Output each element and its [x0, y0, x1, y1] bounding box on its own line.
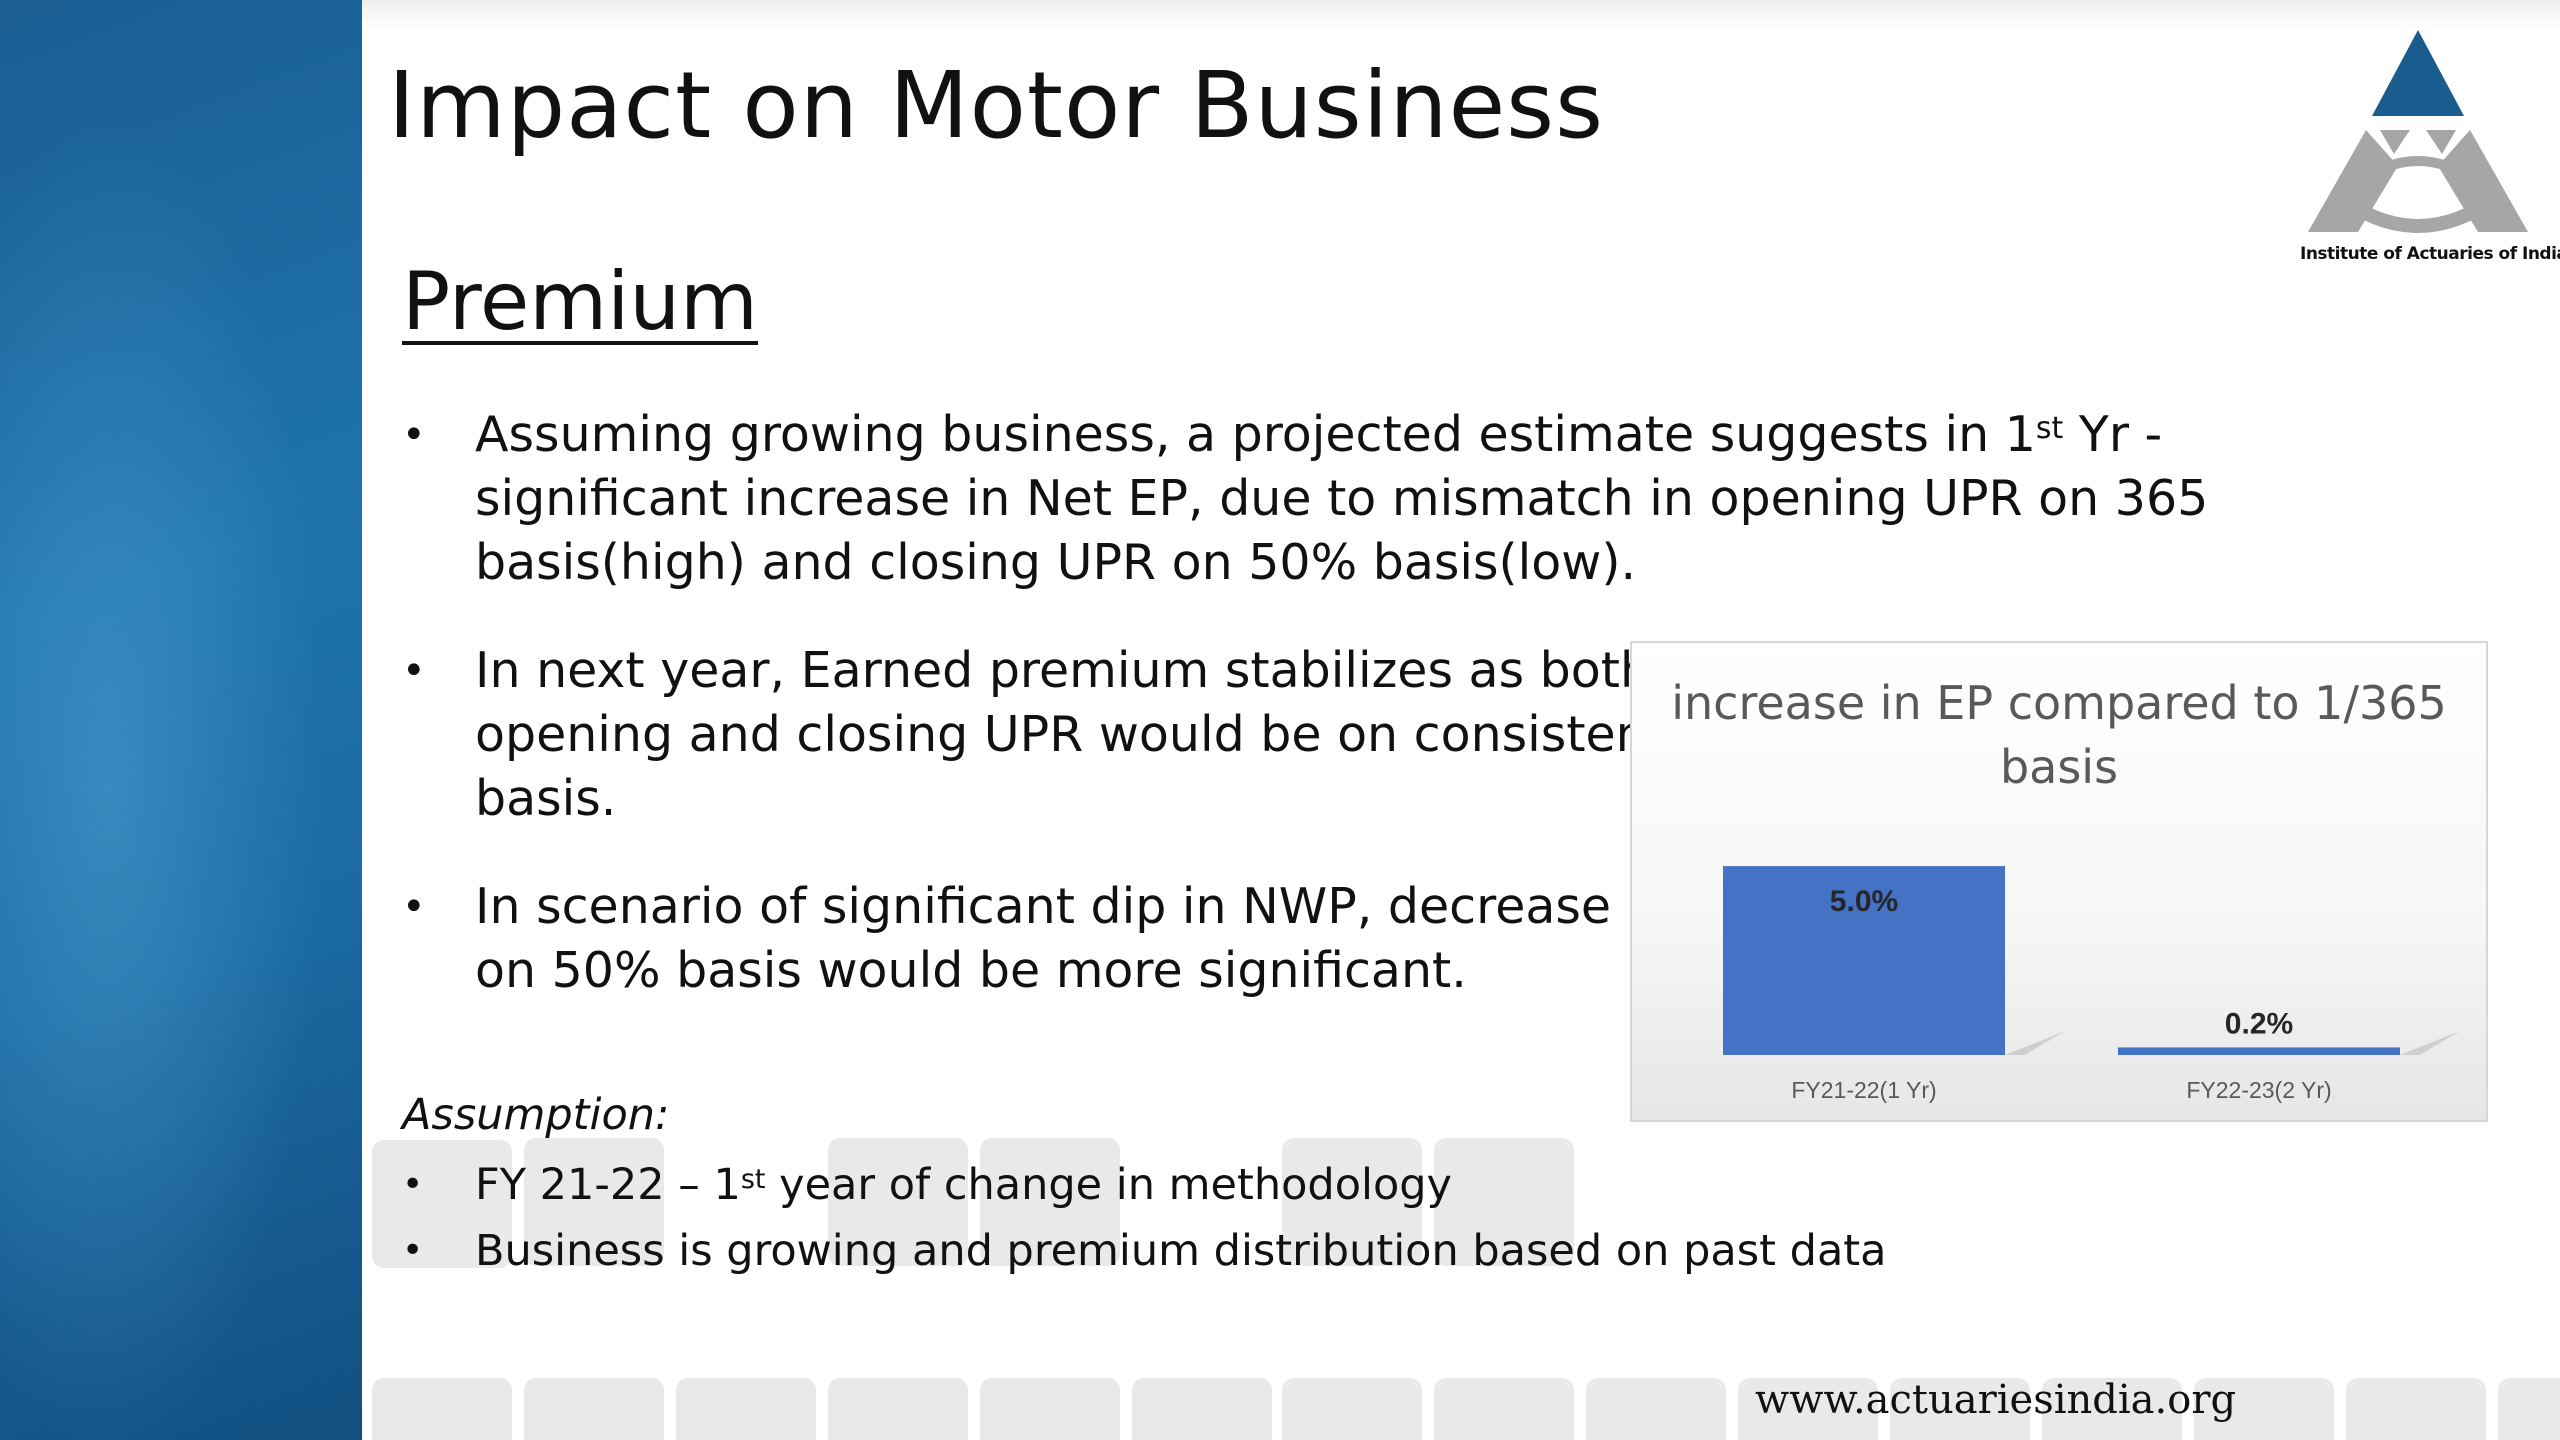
bg-tile: [2042, 1378, 2182, 1440]
assumption-text: FY 21-22 – 1: [475, 1160, 741, 1210]
bg-tile: [2346, 1378, 2486, 1440]
bullet-list: Assuming growing business, a projected e…: [402, 403, 2208, 1003]
bg-tile: [828, 1378, 968, 1440]
sidebar-glow: [0, 0, 362, 1440]
slide-title: Impact on Motor Business: [388, 52, 1605, 159]
chart-title: increase in EP compared to 1/365 basis: [1671, 676, 2447, 794]
bullet-item: In scenario of significant dip in NWP, d…: [402, 875, 1795, 1003]
assumption-item: Business is growing and premium distribu…: [402, 1218, 1887, 1284]
logo-right-shape: [2438, 130, 2528, 232]
bg-tile: [2194, 1378, 2334, 1440]
assumption-text: Business is growing and premium distribu…: [475, 1226, 1887, 1276]
bg-tile: [2498, 1378, 2560, 1440]
bg-tile: [1132, 1378, 1272, 1440]
bg-tile: [1586, 1378, 1726, 1440]
footer-website[interactable]: www.actuariesindia.org: [1755, 1377, 2237, 1423]
institute-logo-icon: [2308, 30, 2528, 233]
bar-shadow: [2400, 1031, 2460, 1055]
bullet-item: In next year, Earned premium stabilizes …: [402, 639, 1695, 831]
category-label: FY21-22(1 Yr): [1791, 1077, 1936, 1103]
superscript: st: [2035, 411, 2064, 446]
assumption-item: FY 21-22 – 1st year of change in methodo…: [402, 1152, 1887, 1218]
logo-inner-arc: [2365, 156, 2471, 181]
assumption-text: year of change in methodology: [765, 1160, 1452, 1210]
bullet-text: Yr - significant increase in Net EP, due…: [475, 406, 2209, 591]
bg-tile: [524, 1378, 664, 1440]
logo-mid-left: [2380, 130, 2410, 154]
bullet-text: Assuming growing business, a projected e…: [475, 406, 2036, 463]
bg-tile: [980, 1378, 1120, 1440]
superscript: st: [740, 1164, 766, 1195]
top-shade: [362, 0, 2560, 30]
bar-shadow: [2005, 1031, 2065, 1055]
bar-1: [1723, 866, 2005, 1055]
data-label: 0.2%: [2225, 1007, 2293, 1040]
sidebar-band: [0, 0, 362, 1440]
bullet-text: In scenario of significant dip in NWP, d…: [475, 878, 1785, 999]
assumption-list: FY 21-22 – 1st year of change in methodo…: [402, 1152, 1887, 1284]
logo-caption: Institute of Actuaries of India: [2300, 244, 2560, 264]
logo-mid-right: [2426, 130, 2456, 154]
bg-tile: [1434, 1378, 1574, 1440]
bg-tile: [1282, 1378, 1422, 1440]
bg-tile: [1738, 1378, 1878, 1440]
bg-tile: [676, 1378, 816, 1440]
bullet-text: In next year, Earned premium stabilizes …: [475, 642, 1666, 827]
bullet-item: Assuming growing business, a projected e…: [402, 403, 2255, 595]
section-heading: Premium: [402, 255, 758, 348]
bg-tile: [372, 1378, 512, 1440]
assumption-label: Assumption:: [402, 1090, 670, 1140]
chart-plot: 5.0% FY21-22(1 Yr) 0.2% FY22-23(2 Yr): [1723, 866, 2460, 1103]
logo-arc: [2333, 190, 2503, 233]
logo-left-shape: [2308, 130, 2398, 232]
data-label: 5.0%: [1830, 885, 1898, 918]
bar-2: [2118, 1047, 2400, 1055]
logo-top-triangle: [2372, 30, 2464, 116]
bg-tile: [1890, 1378, 2030, 1440]
category-label: FY22-23(2 Yr): [2186, 1077, 2331, 1103]
bar-chart: increase in EP compared to 1/365 basis 5…: [1630, 641, 2488, 1122]
